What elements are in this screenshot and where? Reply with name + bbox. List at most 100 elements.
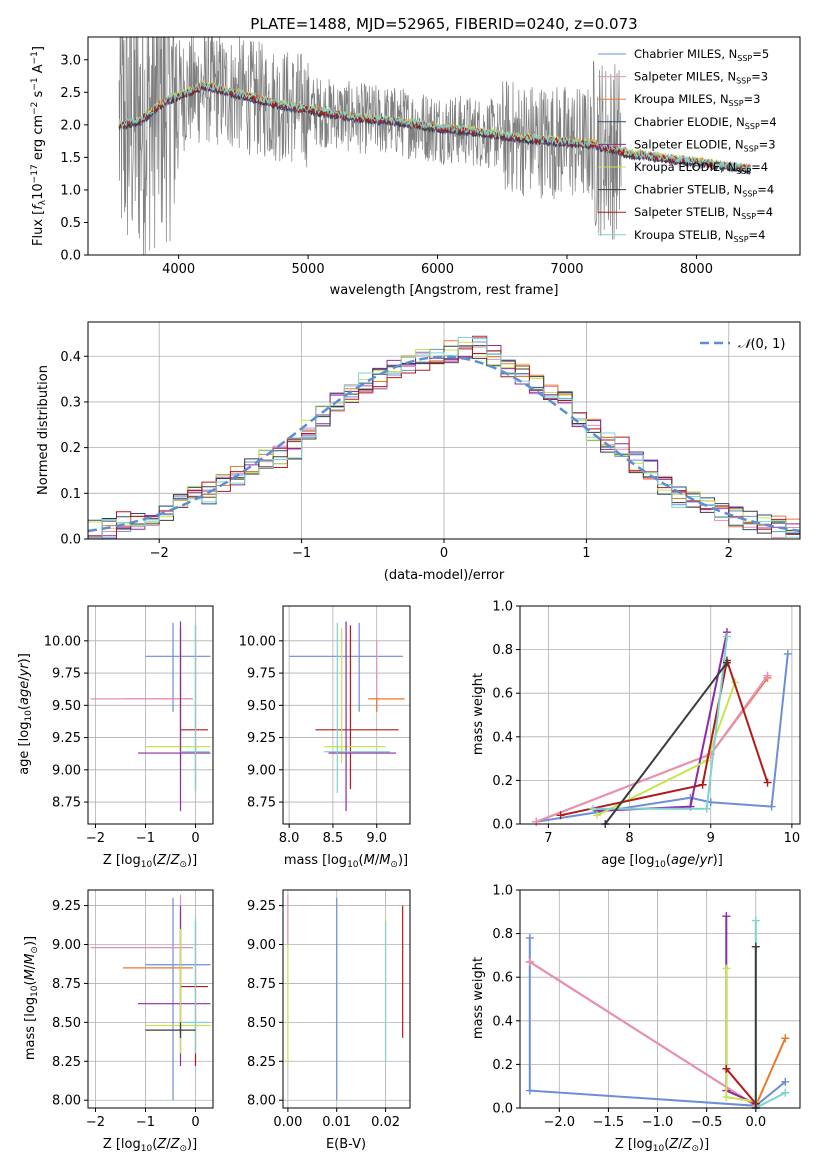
age-z-point-salpeter_elodie: [138, 621, 211, 812]
histogram-plot: −2 −1 0 1 2 0.0 0.1 0.2 0.3 0.4 (data-model)/err…: [36, 321, 801, 583]
histogram-ytick-label: 0.1: [60, 487, 81, 502]
mw-z-marker-chabrier_miles: [525, 933, 534, 942]
spectrum-frame: [87, 36, 801, 256]
mass-ebv-ytick-label: 9.25: [247, 899, 276, 914]
spectrum-ytick-label: 1.5: [60, 151, 81, 166]
spectrum-ytick-label: 2.0: [60, 118, 81, 133]
legend-label-kroupa_stelib: Kroupa STELIB, NSSP=4: [634, 228, 765, 244]
mw-z-ytick-label: 0.4: [492, 1014, 513, 1029]
legend-label-kroupa_elodie: Kroupa ELODIE, NSSP=4: [634, 160, 768, 176]
mass-z-xlabel: Z [log10(Z/Z⊙)]: [103, 1137, 197, 1154]
age-mass-ytick-label: 9.25: [247, 731, 276, 746]
mass-z-xtick-label: −2: [86, 1115, 105, 1130]
legend-label-chabrier_stelib: Chabrier STELIB, NSSP=4: [634, 183, 774, 199]
mw-age-marker-kroupa_stelib: [589, 804, 598, 813]
mw-z-series-salpeter_elodie: [722, 912, 760, 1108]
mw-age-xtick-label: 8: [625, 831, 633, 846]
mw-z-marker-salpeter_miles: [525, 957, 534, 966]
mass-z-grid: [88, 890, 213, 1108]
mw-z-ytick-label: 1.0: [492, 884, 513, 899]
age-z-ytick-label: 9.75: [52, 667, 81, 682]
age-vs-mass-plot: 8.0 8.5 9.0 8.75 9.00 9.25 9.50 9.75 10.00: [239, 605, 411, 846]
mw-z-ytick-label: 0.0: [492, 1102, 513, 1117]
spectrum-ytick-label: 2.5: [60, 86, 81, 101]
mw-z-marker-salpeter_elodie: [722, 912, 731, 921]
mw-z-series-chabrier_stelib: [751, 942, 760, 1112]
age-z-frame: [87, 605, 214, 825]
histogram-ytick-label: 0.0: [60, 533, 81, 548]
mw-z-ytick-label: 0.6: [492, 971, 513, 986]
legend-label-kroupa_miles: Kroupa MILES, NSSP=3: [634, 92, 760, 108]
age-mass-ytick-label: 8.75: [247, 796, 276, 811]
age-z-point-kroupa_miles: [123, 627, 193, 764]
mw-z-series-kroupa_elodie: [722, 964, 760, 1106]
mw-z-marker-kroupa_elodie: [722, 964, 731, 973]
age-mass-ytick-label: 9.00: [247, 763, 276, 778]
histogram-xtick-label: 1: [582, 546, 590, 561]
mw-age-marker-chabrier_stelib: [722, 658, 731, 667]
histogram-xticks: −2 −1 0 1 2: [150, 539, 733, 561]
spectrum-xtick-label: 6000: [421, 262, 454, 277]
age-z-grid: [88, 606, 213, 824]
mw-age-xtick-label: 7: [544, 831, 552, 846]
mw-age-marker-salpeter_stelib: [556, 811, 565, 820]
mw-age-line-chabrier_miles: [536, 653, 789, 823]
spectrum-plot: 4000 5000 6000 7000 8000 0.0 0.5 1.0 1.5 2.0 2.5 3…: [30, 36, 801, 298]
spectrum-legend: Chabrier MILES, NSSP=5 Salpeter MILES, NS…: [598, 47, 777, 244]
massweight-vs-metallicity-plot: −2.0 −1.5 −1.0 −0.5 0.0 0.0 0.2 0.4 0.6 0.8 1.0: [492, 884, 801, 1130]
massweight-vs-age-plot: 7 8 9 10 0.0 0.2 0.4 0.6 0.8 1.0: [492, 600, 801, 846]
mass-z-xtick-label: 0: [191, 1115, 199, 1130]
spectrum-ytick-label: 3.0: [60, 53, 81, 68]
mass-vs-metallicity-plot: −2 −1 0 8.00 8.25 8.50 8.75 9.00 9.25: [52, 889, 214, 1130]
age-mass-frame: [282, 605, 411, 825]
age-mass-ytick-label: 10.00: [239, 634, 276, 649]
mass-ebv-xlabel: E(B-V): [326, 1137, 366, 1152]
observed-spectrum: [118, 37, 622, 255]
age-mass-ytick-label: 9.50: [247, 699, 276, 714]
mw-z-xlabel: Z [log10(Z/Z⊙)]: [615, 1137, 709, 1154]
mw-age-line-salpeter_stelib: [560, 656, 769, 817]
mw-z-series-salpeter_miles: [525, 957, 760, 1110]
mass-ebv-ytick-label: 8.25: [247, 1055, 276, 1070]
mass-ebv-ytick-label: 8.75: [247, 977, 276, 992]
mw-age-ytick-label: 0.8: [492, 643, 513, 658]
mw-z-line-kroupa_stelib: [754, 920, 786, 1110]
mw-age-line-kroupa_miles: [535, 677, 769, 823]
mw-z-ytick-label: 0.8: [492, 927, 513, 942]
spectrum-xticks: 4000 5000 6000 7000 8000: [162, 255, 713, 277]
mass-z-ytick-label: 8.50: [52, 1016, 81, 1031]
histogram-ylabel: Normed distribution: [36, 365, 51, 495]
histogram-xtick-label: −1: [292, 546, 311, 561]
mw-age-marker-kroupa_elodie: [593, 811, 602, 820]
age-mass-point-salpeter_stelib: [315, 625, 399, 790]
mass-ebv-xtick-label: 0.02: [371, 1115, 400, 1130]
mw-z-xtick-label: −0.5: [691, 1115, 723, 1130]
mw-z-marker-chabrier_stelib: [751, 942, 760, 951]
age-mass-ytick-label: 9.75: [247, 667, 276, 682]
spectrum-ytick-label: 0.0: [60, 249, 81, 264]
mw-age-xlabel: age [log10(age/yr)]: [601, 853, 723, 870]
mw-z-marker-kroupa_elodie: [722, 1093, 731, 1102]
mw-age-line-salpeter_miles: [535, 675, 769, 823]
histogram-xtick-label: −2: [150, 546, 169, 561]
model-spectrum-kroupa_stelib: [118, 80, 751, 173]
mass-ebv-grid: [283, 890, 410, 1108]
spectrum-xlabel: wavelength [Angstrom, rest frame]: [330, 283, 559, 298]
legend-label-chabrier_elodie: Chabrier ELODIE, NSSP=4: [634, 115, 777, 131]
mw-z-ytick-label: 0.2: [492, 1058, 513, 1073]
age-z-ytick-label: 9.00: [52, 763, 81, 778]
mw-age-frame: [519, 605, 801, 825]
legend-label-salpeter_elodie: Salpeter ELODIE, NSSP=3: [634, 137, 776, 153]
mass-ebv-xtick-label: 0.00: [273, 1115, 302, 1130]
mw-z-line-chabrier_miles: [528, 938, 786, 1107]
age-z-point-salpeter_stelib: [180, 625, 208, 790]
mw-z-xtick-label: −2.0: [544, 1115, 576, 1130]
mass-z-point-salpeter_elodie: [138, 905, 211, 1066]
mw-age-ylabel: mass weight: [471, 673, 486, 755]
age-z-ylabel: age [log10(age/yr)]: [17, 653, 34, 775]
histogram-xlabel: (data-model)/error: [384, 568, 505, 583]
mw-z-marker-kroupa_stelib: [781, 1088, 790, 1097]
histogram-ytick-label: 0.4: [60, 350, 81, 365]
mw-age-series-kroupa_elodie: [593, 678, 740, 820]
spectrum-ytick-label: 0.5: [60, 216, 81, 231]
